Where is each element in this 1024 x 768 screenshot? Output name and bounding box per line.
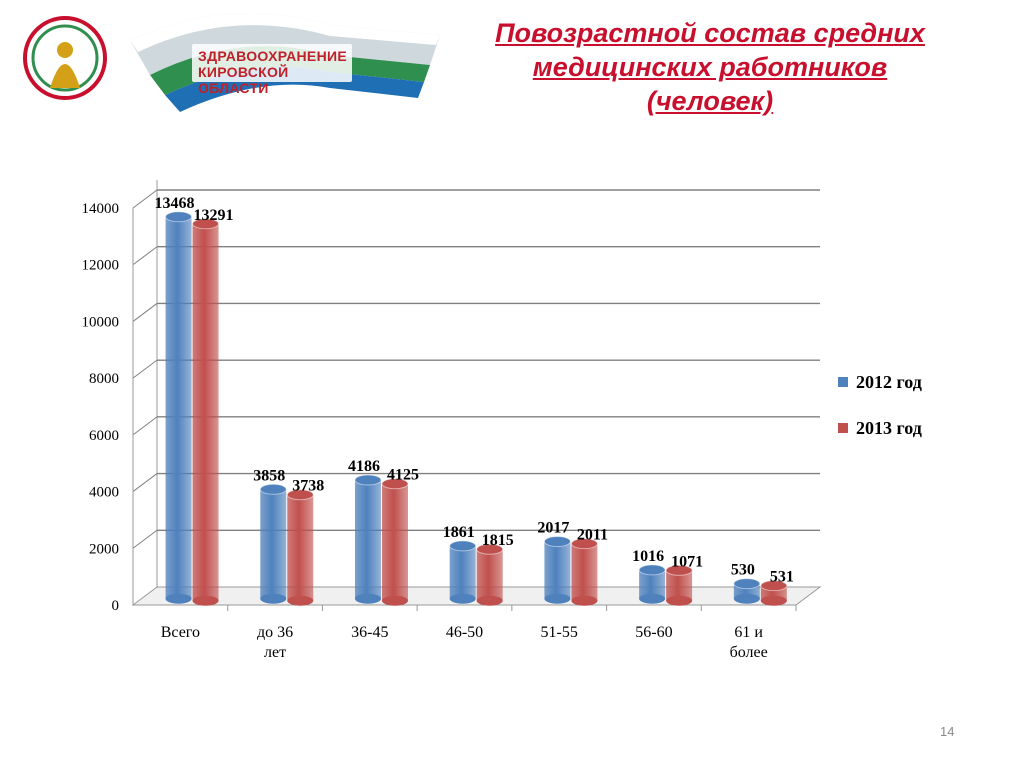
logo-line-1: ЗДРАВООХРАНЕНИЕ (198, 48, 347, 64)
y-tick-label: 8000 (89, 371, 119, 387)
bar-top (543, 536, 571, 548)
bar-top (449, 540, 477, 552)
bar-2012 (449, 545, 476, 599)
bar-base (381, 595, 408, 606)
bar-top (259, 483, 287, 495)
bar-base (260, 593, 287, 604)
data-label: 13291 (194, 207, 234, 224)
logo-caption: ЗДРАВООХРАНЕНИЕ КИРОВСКОЙ ОБЛАСТИ (198, 48, 358, 96)
bar-base (165, 593, 192, 604)
bar-base (287, 595, 314, 606)
bar-base (760, 595, 787, 606)
bar-top (733, 578, 761, 590)
x-tick-label: лет (264, 644, 286, 661)
chart-floor (131, 586, 822, 606)
x-tick-label: 36-45 (351, 624, 388, 641)
bar-top (381, 478, 409, 490)
data-label: 530 (731, 562, 755, 579)
x-tick-label: более (730, 644, 768, 661)
emblem-and-ribbon (23, 12, 440, 112)
chart-legend: 2012 год 2013 год (838, 370, 922, 462)
header-logo: ЗДРАВООХРАНЕНИЕ КИРОВСКОЙ ОБЛАСТИ (0, 0, 450, 120)
data-label: 4125 (387, 467, 419, 484)
x-tick-label: до 36 (257, 624, 293, 641)
bar-2013 (192, 223, 219, 601)
x-tick-label: 61 и (734, 624, 763, 641)
bar-top (354, 474, 382, 486)
bar-base (571, 595, 598, 606)
gridline-diagonal (132, 359, 158, 379)
gridline-diagonal (132, 246, 158, 266)
bar-base (666, 595, 693, 606)
bar-base (544, 593, 571, 604)
logo-line-2: КИРОВСКОЙ ОБЛАСТИ (198, 64, 289, 96)
gridline-diagonal (132, 303, 158, 322)
bar-base (354, 593, 381, 604)
data-label: 1861 (443, 524, 475, 541)
bar-top (286, 489, 314, 501)
y-tick-label: 14000 (82, 201, 120, 217)
y-tick-label: 12000 (82, 258, 120, 274)
y-tick-label: 4000 (89, 485, 119, 501)
y-tick-label: 10000 (82, 314, 120, 330)
title-line-2: медицинских работников (532, 52, 888, 82)
bar-base (192, 595, 219, 606)
bar-top (638, 564, 666, 576)
bar-2012 (165, 216, 192, 599)
y-tick-label: 0 (112, 598, 120, 614)
bar-2013 (476, 549, 503, 601)
data-label: 1016 (632, 548, 664, 565)
bar-2012 (544, 541, 571, 599)
y-tick-label: 2000 (89, 541, 119, 557)
gridline-diagonal (132, 473, 158, 492)
bar-top (192, 218, 220, 230)
gridline-diagonal (132, 189, 158, 209)
x-tick-label: 46-50 (446, 624, 483, 641)
page-number: 14 (940, 724, 955, 739)
data-label: 2011 (577, 527, 608, 544)
x-tick-label: Всего (161, 624, 200, 641)
bar-top (760, 580, 788, 592)
legend-swatch-2013 (838, 423, 848, 433)
gridline-diagonal (132, 416, 158, 436)
title-line-1: Повозрастной состав средних (495, 18, 925, 48)
bar-2013 (571, 543, 598, 601)
bar-2012 (354, 479, 381, 599)
legend-item-2012: 2012 год (838, 370, 922, 394)
slide-title: Повозрастной состав средних медицинских … (440, 16, 980, 118)
bar-base (476, 595, 503, 606)
bar-chart: 0 2000 4000 6000 8000 10000 12000 14000 13468132… (82, 180, 822, 661)
data-label: 4186 (348, 458, 380, 475)
bar-base (639, 593, 666, 604)
bar-top (476, 543, 504, 555)
bar-2012 (260, 489, 287, 599)
x-tick-label: 51-55 (541, 624, 578, 641)
data-label: 3858 (253, 467, 285, 484)
x-tick-label: 56-60 (635, 624, 672, 641)
data-label: 13468 (155, 195, 195, 212)
data-label: 3738 (292, 478, 324, 495)
gridline-diagonal (132, 529, 158, 549)
y-tick-label: 6000 (89, 428, 119, 444)
bar-top (165, 211, 193, 223)
bar-2013 (287, 494, 314, 601)
bar-base (449, 593, 476, 604)
legend-item-2013: 2013 год (838, 416, 922, 440)
bar-top (665, 564, 693, 576)
data-label: 1815 (482, 532, 514, 549)
legend-label-2012: 2012 год (856, 371, 922, 392)
data-label: 531 (770, 569, 794, 586)
title-line-3: (человек) (646, 86, 774, 116)
data-label: 1071 (671, 553, 703, 570)
bar-base (733, 593, 760, 604)
bar-top (570, 538, 598, 550)
bar-2013 (381, 483, 408, 601)
legend-swatch-2012 (838, 377, 848, 387)
legend-label-2013: 2013 год (856, 417, 922, 438)
data-label: 2017 (537, 520, 569, 537)
